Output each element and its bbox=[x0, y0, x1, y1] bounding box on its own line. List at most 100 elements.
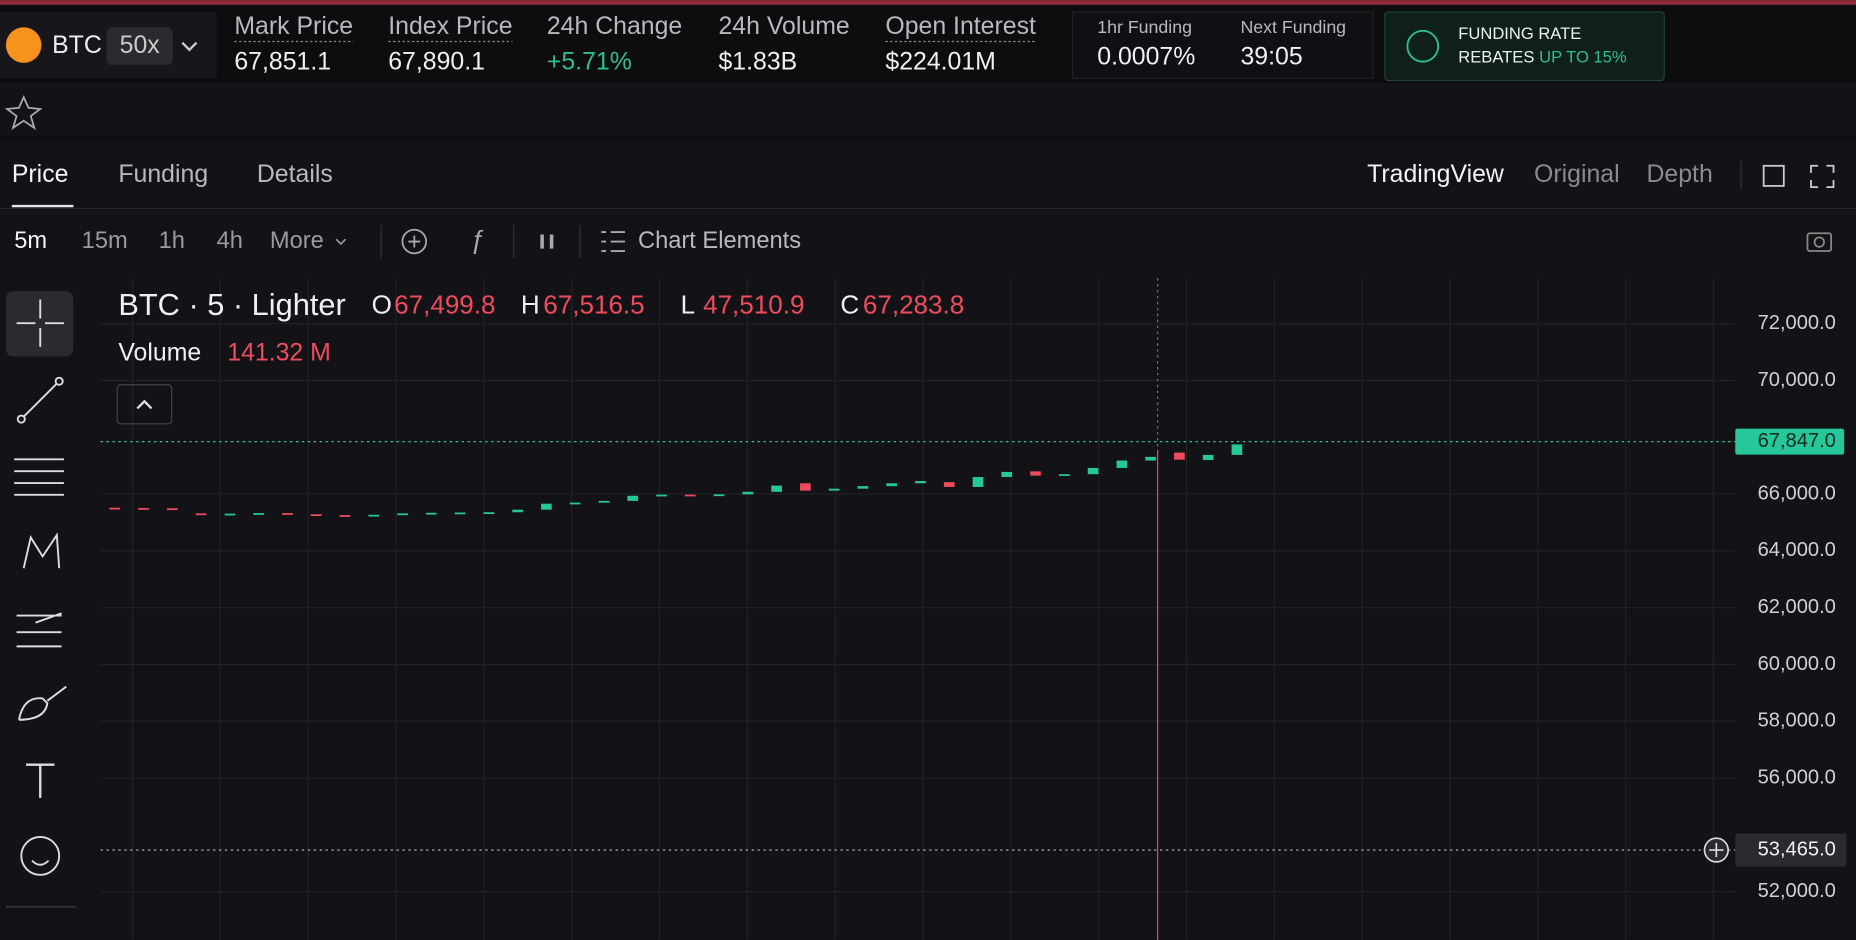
promo-box[interactable] bbox=[1384, 11, 1665, 82]
stat-value: $224.01M bbox=[885, 48, 996, 75]
candle-body bbox=[282, 513, 293, 515]
fx-icon[interactable]: ƒ bbox=[470, 224, 484, 254]
candle-body bbox=[512, 509, 523, 513]
y-tick-label: 66,000.0 bbox=[1758, 482, 1836, 504]
grid bbox=[100, 278, 1736, 940]
interval[interactable]: 15m bbox=[82, 228, 128, 254]
volume-label: Volume bbox=[118, 340, 201, 367]
view-tab[interactable]: Original bbox=[1534, 161, 1620, 188]
indicator-add-plus bbox=[408, 235, 421, 248]
fib-tool[interactable] bbox=[14, 458, 64, 496]
crosshair-price-label: 53,465.0 bbox=[1758, 838, 1836, 860]
legend-key: O bbox=[372, 290, 392, 320]
collapse-button[interactable] bbox=[116, 384, 173, 425]
stat-label: Mark Price bbox=[234, 13, 353, 40]
promo-line2: REBATES bbox=[1458, 47, 1534, 66]
top-accent bbox=[0, 0, 1856, 5]
candle-body bbox=[167, 508, 178, 511]
candle-body bbox=[742, 491, 754, 495]
dropdown-chevron bbox=[181, 41, 198, 52]
candle-body bbox=[109, 507, 121, 510]
candle-body bbox=[627, 495, 639, 501]
y-tick-label: 52,000.0 bbox=[1758, 880, 1836, 902]
crosshair-tool[interactable] bbox=[16, 299, 64, 347]
snapshot-lens bbox=[1813, 236, 1825, 248]
next-funding-value: 39:05 bbox=[1240, 44, 1302, 71]
candle-body bbox=[1058, 474, 1070, 476]
candle-body bbox=[943, 482, 955, 487]
interval[interactable]: 5m bbox=[14, 228, 47, 254]
y-tick-label: 70,000.0 bbox=[1758, 369, 1836, 391]
indicator-add[interactable] bbox=[401, 228, 428, 255]
legend-value: 67,516.5 bbox=[543, 290, 644, 320]
tab[interactable]: Price bbox=[12, 161, 69, 188]
candle-body bbox=[224, 513, 236, 516]
y-tick-label: 60,000.0 bbox=[1758, 653, 1836, 675]
interval[interactable]: 4h bbox=[217, 228, 243, 254]
leverage-badge[interactable] bbox=[106, 27, 173, 66]
candle-body bbox=[972, 477, 984, 487]
tool-selected[interactable] bbox=[5, 291, 74, 357]
candle-body bbox=[425, 512, 437, 515]
candle-body bbox=[483, 512, 495, 515]
emoji-tool[interactable] bbox=[20, 835, 61, 876]
last-price-label: 67,847.0 bbox=[1758, 430, 1836, 452]
btc-icon bbox=[5, 27, 42, 63]
legend-symbol: BTC · 5 · Lighter bbox=[118, 287, 345, 322]
candle-body bbox=[800, 483, 811, 491]
funding-label: 1hr Funding bbox=[1097, 17, 1192, 37]
stat-label: Index Price bbox=[388, 13, 512, 40]
y-tick-label: 72,000.0 bbox=[1758, 312, 1836, 334]
legend-key: C bbox=[840, 290, 859, 320]
candle-body bbox=[138, 507, 149, 510]
chart-elements[interactable]: Chart Elements bbox=[638, 228, 801, 254]
projection-tool[interactable] bbox=[16, 612, 62, 648]
candle-body bbox=[886, 483, 897, 487]
divider bbox=[0, 136, 1856, 141]
candle-body bbox=[656, 494, 667, 497]
view-tab[interactable]: TradingView bbox=[1367, 161, 1504, 188]
stat-label: 24h Change bbox=[547, 13, 682, 40]
chart-elements-icon bbox=[601, 231, 625, 252]
trendline-tool[interactable] bbox=[20, 380, 60, 420]
candle-body bbox=[253, 513, 265, 515]
candle-body bbox=[339, 515, 351, 517]
coin-name: BTC bbox=[52, 32, 102, 59]
candle-body bbox=[310, 514, 322, 517]
tab[interactable]: Funding bbox=[118, 161, 208, 188]
y-tick-label: 56,000.0 bbox=[1758, 766, 1836, 788]
favorite-star[interactable] bbox=[4, 94, 43, 131]
volume-value: 141.32 M bbox=[227, 340, 331, 367]
stat-value: +5.71% bbox=[547, 48, 632, 75]
layout-icon[interactable] bbox=[1762, 164, 1785, 187]
y-tick-label: 62,000.0 bbox=[1758, 596, 1836, 618]
interval[interactable]: More bbox=[270, 228, 324, 254]
candle-body bbox=[1087, 467, 1099, 475]
fullscreen-icon[interactable] bbox=[1810, 164, 1835, 188]
candle-body bbox=[828, 488, 840, 491]
candle-body bbox=[1174, 452, 1185, 460]
stat-label: Open Interest bbox=[885, 13, 1036, 40]
candle-body bbox=[771, 485, 782, 492]
candle-type-icon[interactable] bbox=[540, 234, 554, 249]
toolbar-separators bbox=[380, 224, 581, 259]
candle-body bbox=[1231, 444, 1243, 455]
legend-value: 67,499.8 bbox=[394, 290, 495, 320]
interval[interactable]: 1h bbox=[159, 228, 185, 254]
brush-tool[interactable] bbox=[18, 685, 67, 721]
promo-highlight: UP TO 15% bbox=[1539, 47, 1627, 66]
collapse-chevron bbox=[136, 399, 153, 410]
leverage[interactable]: 50x bbox=[120, 32, 161, 59]
tab[interactable]: Details bbox=[257, 161, 333, 188]
pattern-tool[interactable] bbox=[22, 532, 61, 569]
stat-value: 67,851.1 bbox=[234, 48, 331, 75]
text-tool[interactable] bbox=[26, 763, 55, 798]
legend-key: H bbox=[521, 290, 540, 320]
view-tab[interactable]: Depth bbox=[1646, 161, 1712, 188]
y-tick-label: 64,000.0 bbox=[1758, 539, 1836, 561]
candle-body bbox=[454, 512, 466, 515]
next-funding-label: Next Funding bbox=[1240, 17, 1346, 37]
snapshot-icon[interactable] bbox=[1806, 232, 1833, 252]
